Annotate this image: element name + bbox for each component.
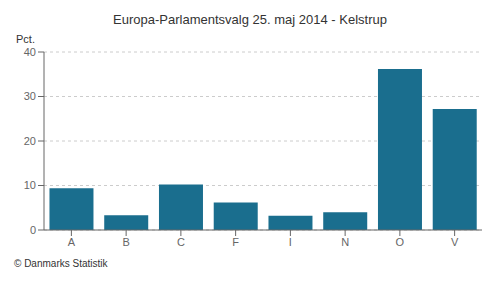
svg-text:20: 20 xyxy=(24,135,36,147)
svg-text:0: 0 xyxy=(30,224,36,236)
html-text:© Danmarks Statistik: © Danmarks Statistik xyxy=(14,258,108,269)
svg-text:B: B xyxy=(122,236,129,248)
svg-text:I: I xyxy=(289,236,292,248)
svg-text:N: N xyxy=(341,236,349,248)
svg-text:C: C xyxy=(177,236,185,248)
svg-text:O: O xyxy=(396,236,405,248)
html-text:Pct.: Pct. xyxy=(16,33,35,45)
html-text:Europa-Parlamentsvalg 25. maj: Europa-Parlamentsvalg 25. maj 2014 - Kel… xyxy=(113,12,387,27)
svg-text:40: 40 xyxy=(24,46,36,58)
svg-text:10: 10 xyxy=(24,179,36,191)
svg-text:A: A xyxy=(68,236,76,248)
svg-text:30: 30 xyxy=(24,90,36,102)
svg-text:F: F xyxy=(232,236,239,248)
svg-text:V: V xyxy=(451,236,459,248)
